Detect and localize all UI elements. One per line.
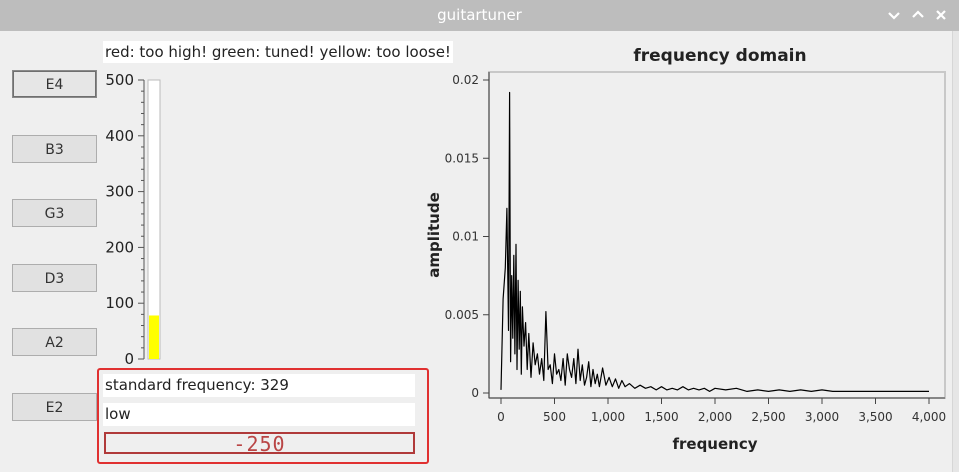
maximize-icon[interactable]	[908, 5, 928, 25]
y-tick-label: 0.015	[445, 151, 479, 165]
y-tick-label: 0	[471, 386, 479, 400]
title-bar: guitartuner	[0, 0, 959, 31]
series-line-0	[500, 91, 929, 392]
gauge-tick-label: 100	[105, 294, 134, 312]
string-button-d3[interactable]: D3	[12, 264, 97, 292]
gauge-tick-label: 500	[105, 71, 134, 89]
frequency-chart: frequency domain 0 0.005 0.01 0.015 0.02 0 500 1…	[425, 46, 946, 453]
x-tick-label: 500	[543, 410, 566, 424]
string-button-e4[interactable]: E4	[12, 70, 97, 98]
gauge-tick-label: 0	[124, 350, 134, 368]
x-tick-label: 2,500	[751, 410, 785, 424]
close-icon[interactable]	[931, 5, 951, 25]
x-tick-label: 0	[497, 410, 505, 424]
string-button-g3[interactable]: G3	[12, 199, 97, 227]
info-frame	[97, 368, 429, 464]
x-tick-label: 3,500	[858, 410, 892, 424]
window-title: guitartuner	[437, 6, 522, 24]
minimize-icon[interactable]	[884, 5, 904, 25]
string-button-b3[interactable]: B3	[12, 135, 97, 163]
x-axis-label: frequency	[672, 435, 757, 453]
window-border	[952, 31, 959, 472]
y-tick-label: 0.01	[452, 230, 479, 244]
status-field: low	[103, 403, 415, 426]
string-button-e2[interactable]: E2	[12, 393, 97, 421]
gauge-level-bar	[149, 315, 159, 359]
plot-area	[488, 71, 946, 399]
y-tick-label: 0.02	[452, 73, 479, 87]
x-tick-label: 4,000	[912, 410, 946, 424]
x-tick-label: 1,000	[591, 410, 625, 424]
y-axis-label: amplitude	[425, 192, 443, 278]
chart-title: frequency domain	[633, 46, 806, 66]
x-tick-label: 2,000	[698, 410, 732, 424]
deviation-value: -250	[233, 432, 286, 456]
deviation-lcd: -250	[104, 432, 415, 456]
gauge-tick-label: 400	[105, 127, 134, 145]
color-legend: red: too high! green: tuned! yellow: too…	[103, 41, 453, 63]
x-tick-label: 1,500	[644, 410, 678, 424]
tuning-gauge: 0 100 200 300 400 500	[105, 71, 161, 368]
y-tick-label: 0.005	[445, 308, 479, 322]
standard-frequency-field: standard frequency: 329	[103, 374, 415, 397]
x-tick-label: 3,000	[805, 410, 839, 424]
string-button-a2[interactable]: A2	[12, 328, 97, 356]
gauge-tick-label: 200	[105, 238, 134, 256]
gauge-tick-label: 300	[105, 183, 134, 201]
